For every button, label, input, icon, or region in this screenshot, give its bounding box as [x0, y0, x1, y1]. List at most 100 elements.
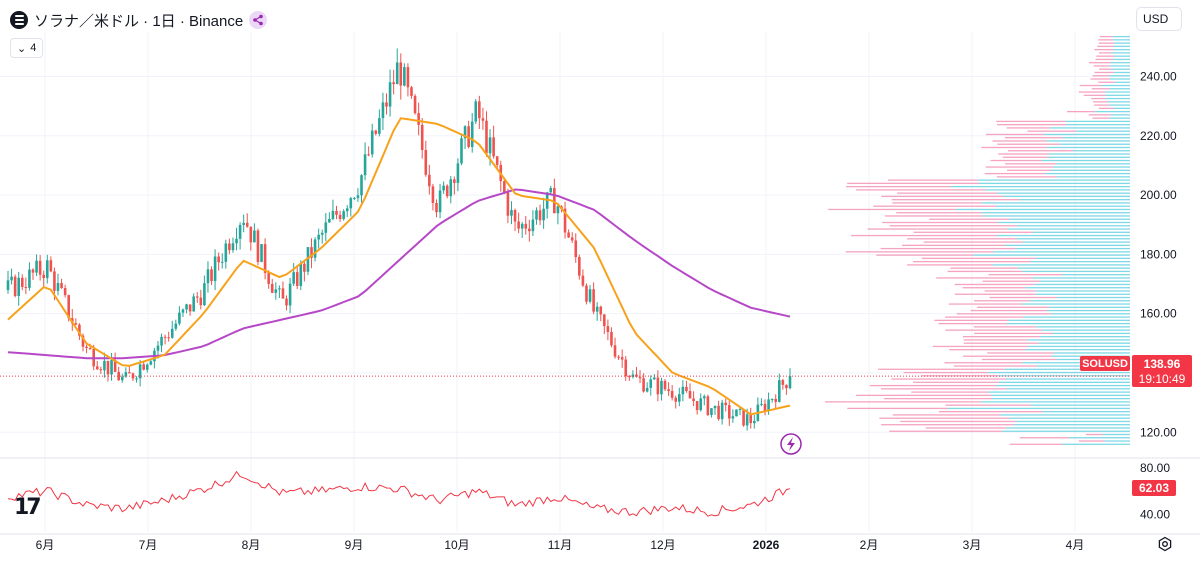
volume-bar-up [1062, 443, 1130, 445]
lightning-icon[interactable] [780, 433, 802, 455]
volume-bar-down [938, 322, 1007, 325]
volume-bar-up [1109, 117, 1130, 119]
candle-body [595, 306, 599, 312]
candle-body [367, 154, 370, 156]
volume-bar-down [921, 375, 998, 377]
volume-bar-up [1066, 124, 1130, 126]
candle-body [628, 376, 631, 378]
candle-body [435, 203, 438, 213]
candle-body [388, 82, 392, 107]
share-icon[interactable] [249, 11, 268, 29]
volume-bar-up [983, 215, 1130, 217]
volume-bar-down [945, 404, 1031, 406]
price-tick-label: 240.00 [1140, 69, 1177, 83]
volume-bar-down [847, 407, 948, 410]
candle-body [603, 314, 606, 327]
volume-bar-down [973, 300, 1030, 302]
volume-bar-up [1056, 296, 1130, 299]
volume-bar-up [1032, 231, 1130, 233]
volume-bar-down [847, 182, 979, 185]
candle-body [688, 391, 692, 399]
volume-bar-up [1110, 78, 1130, 80]
volume-bar-up [1065, 120, 1130, 123]
volume-bar-down [1096, 55, 1115, 57]
candle-body [420, 124, 424, 151]
time-axis[interactable]: 6月 7月 8月 9月 10月 11月 12月 2026 2月 3月 4月 [36, 538, 1085, 552]
candle-body [735, 409, 738, 417]
volume-bar-down [913, 260, 1031, 263]
volume-bar-down [884, 215, 984, 217]
volume-bar-up [1114, 55, 1130, 57]
volume-bar-down [1099, 35, 1113, 38]
candle-body [538, 210, 542, 221]
candle-body [599, 306, 603, 315]
volume-bar-up [1001, 430, 1130, 432]
volume-bar-up [1030, 260, 1130, 263]
volume-bar-up [1006, 388, 1130, 390]
volume-bar-up [1027, 339, 1130, 341]
volume-bar-up [993, 251, 1130, 253]
candle-body [574, 240, 578, 258]
candle-body [56, 283, 60, 291]
candle-body [467, 126, 470, 147]
settings-gear-icon[interactable] [1157, 536, 1173, 552]
time-tick-label: 7月 [139, 538, 158, 552]
candle-body [770, 398, 774, 400]
volume-bar-up [1112, 39, 1130, 41]
candle-body [645, 387, 649, 392]
volume-bar-up [1076, 130, 1130, 132]
candle-body [449, 179, 453, 197]
volume-bar-down [984, 172, 1045, 175]
candle-body [113, 360, 117, 372]
candle-body [170, 328, 174, 338]
candle-body [331, 210, 335, 219]
candle-body [631, 374, 635, 377]
volume-bar-down [879, 417, 1010, 419]
volume-bar-up [1042, 329, 1130, 331]
volume-bar-down [1094, 71, 1114, 74]
candle-body [517, 221, 520, 229]
candle-body [563, 208, 567, 233]
volume-bar-down [1092, 117, 1110, 119]
volume-bar-up [1111, 52, 1130, 54]
volume-bar-down [878, 368, 1005, 370]
candle-body [606, 326, 610, 332]
candle-body [106, 360, 110, 375]
candle-body [35, 260, 38, 273]
volume-bar-down [936, 277, 1033, 279]
rsi-badge-value: 62.03 [1139, 481, 1169, 495]
volume-bar-down [974, 332, 1053, 335]
candle-body [324, 222, 328, 233]
currency-selector[interactable]: USD [1136, 7, 1182, 31]
volume-bar-up [1048, 153, 1130, 155]
candle-body [424, 150, 428, 175]
volume-bar-down [903, 371, 989, 374]
candle-body [774, 398, 778, 402]
volume-bar-down [867, 228, 1008, 230]
candle-body [156, 345, 160, 351]
candle-body [670, 391, 674, 398]
volume-bar-up [1008, 319, 1130, 322]
candle-body [613, 345, 617, 357]
volume-bar-up [995, 205, 1130, 207]
volume-bar-up [1030, 404, 1130, 406]
candle-body [256, 230, 260, 262]
volume-bar-up [988, 371, 1130, 374]
candle-body [503, 181, 506, 193]
candle-body [85, 346, 88, 349]
price-tick-label: 120.00 [1140, 425, 1177, 439]
candle-body [370, 130, 374, 155]
candle-body [335, 210, 338, 215]
volume-bar-down [900, 420, 1016, 423]
volume-bar-down [876, 254, 974, 256]
volume-bar-up [1044, 172, 1130, 175]
candle-body [417, 113, 420, 125]
candle-body [649, 379, 653, 388]
indicators-toggle[interactable]: ⌄ 4 [10, 38, 44, 58]
candle-body [681, 386, 685, 395]
volume-bar-down [1093, 101, 1108, 103]
symbol-badge: SOLUSD [1080, 356, 1130, 371]
volume-bar-up [997, 221, 1130, 224]
candle-body [520, 223, 524, 229]
